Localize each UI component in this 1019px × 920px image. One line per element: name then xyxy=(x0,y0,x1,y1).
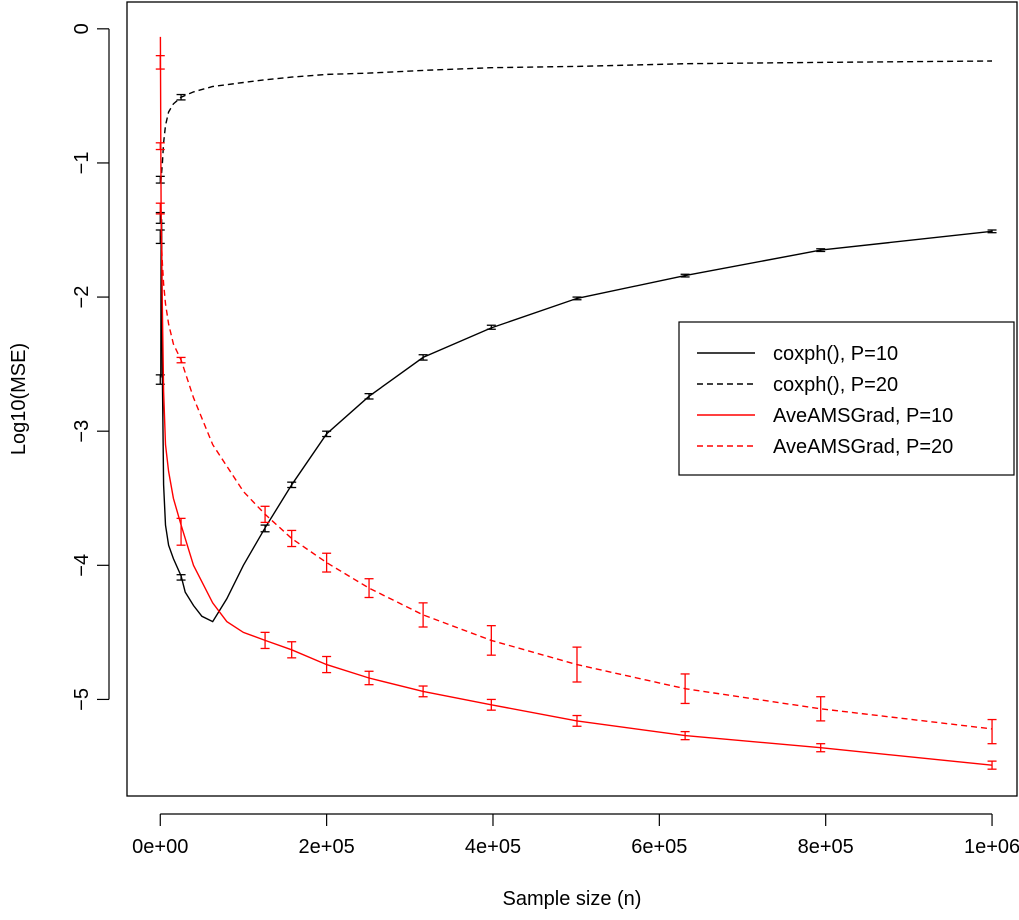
x-tick-label: 8e+05 xyxy=(798,836,854,858)
legend-label: AveAMSGrad, P=20 xyxy=(773,436,953,458)
error-bar xyxy=(680,730,690,741)
error-bar xyxy=(680,673,690,705)
y-tick-label: 0 xyxy=(71,23,93,34)
series-line-2 xyxy=(160,60,993,184)
x-tick-label: 1e+06 xyxy=(964,836,1019,858)
error-bar xyxy=(155,202,165,215)
error-bar xyxy=(322,430,332,438)
error-bar xyxy=(816,248,826,253)
error-bar xyxy=(287,529,297,548)
error-bar xyxy=(322,552,332,573)
error-bar xyxy=(155,229,165,245)
error-bar xyxy=(176,93,186,101)
error-bar xyxy=(987,229,997,234)
error-bar xyxy=(572,646,582,683)
error-bar xyxy=(418,685,428,698)
series-layer xyxy=(155,36,997,770)
error-bar xyxy=(418,354,428,361)
error-bar xyxy=(176,574,186,581)
error-bar xyxy=(486,324,496,330)
y-axis-title: Log10(MSE) xyxy=(8,343,30,455)
error-bar xyxy=(322,655,332,674)
series-line-4 xyxy=(160,209,993,730)
y-tick-label: −1 xyxy=(71,152,93,175)
error-bar xyxy=(287,641,297,659)
legend-label: coxph(), P=20 xyxy=(773,374,898,396)
error-bar xyxy=(364,578,374,599)
plot-frame xyxy=(126,1,1018,797)
legend-label: coxph(), P=10 xyxy=(773,343,898,365)
error-bar xyxy=(260,505,270,524)
error-bar xyxy=(987,718,997,745)
error-bar xyxy=(418,602,428,628)
error-bar xyxy=(260,524,270,533)
x-tick-label: 4e+05 xyxy=(465,836,521,858)
error-bar xyxy=(816,743,826,753)
series-line-3 xyxy=(159,36,993,766)
error-bar xyxy=(987,760,997,770)
y-tick-label: −5 xyxy=(71,688,93,711)
x-tick-label: 6e+05 xyxy=(631,836,687,858)
legend: coxph(), P=10 coxph(), P=20 AveAMSGrad, P=… xyxy=(678,321,1015,476)
legend-box xyxy=(678,321,1015,476)
error-bar xyxy=(260,631,270,650)
x-tick-label: 2e+05 xyxy=(299,836,355,858)
legend-label: AveAMSGrad, P=10 xyxy=(773,405,953,427)
error-bar xyxy=(680,273,690,278)
error-bar xyxy=(155,54,165,70)
x-tick-label: 0e+00 xyxy=(132,836,188,858)
error-bar xyxy=(486,625,496,656)
error-bar xyxy=(176,356,186,364)
error-bar xyxy=(364,670,374,686)
error-bar xyxy=(364,392,374,400)
y-tick-label: −2 xyxy=(71,286,93,309)
error-bar xyxy=(486,698,496,711)
error-bar xyxy=(287,481,297,489)
error-bar xyxy=(572,296,582,301)
error-bar xyxy=(155,142,165,151)
y-tick-label: −4 xyxy=(71,554,93,577)
error-bar xyxy=(572,714,582,727)
error-bar xyxy=(176,517,186,546)
x-axis: 0e+00 2e+05 4e+05 6e+05 8e+05 1e+06 xyxy=(132,813,1019,858)
x-axis-title: Sample size (n) xyxy=(503,888,642,910)
y-tick-label: −3 xyxy=(71,420,93,443)
error-bar xyxy=(816,696,826,722)
y-axis: 0 −1 −2 −3 −4 −5 xyxy=(71,23,110,711)
